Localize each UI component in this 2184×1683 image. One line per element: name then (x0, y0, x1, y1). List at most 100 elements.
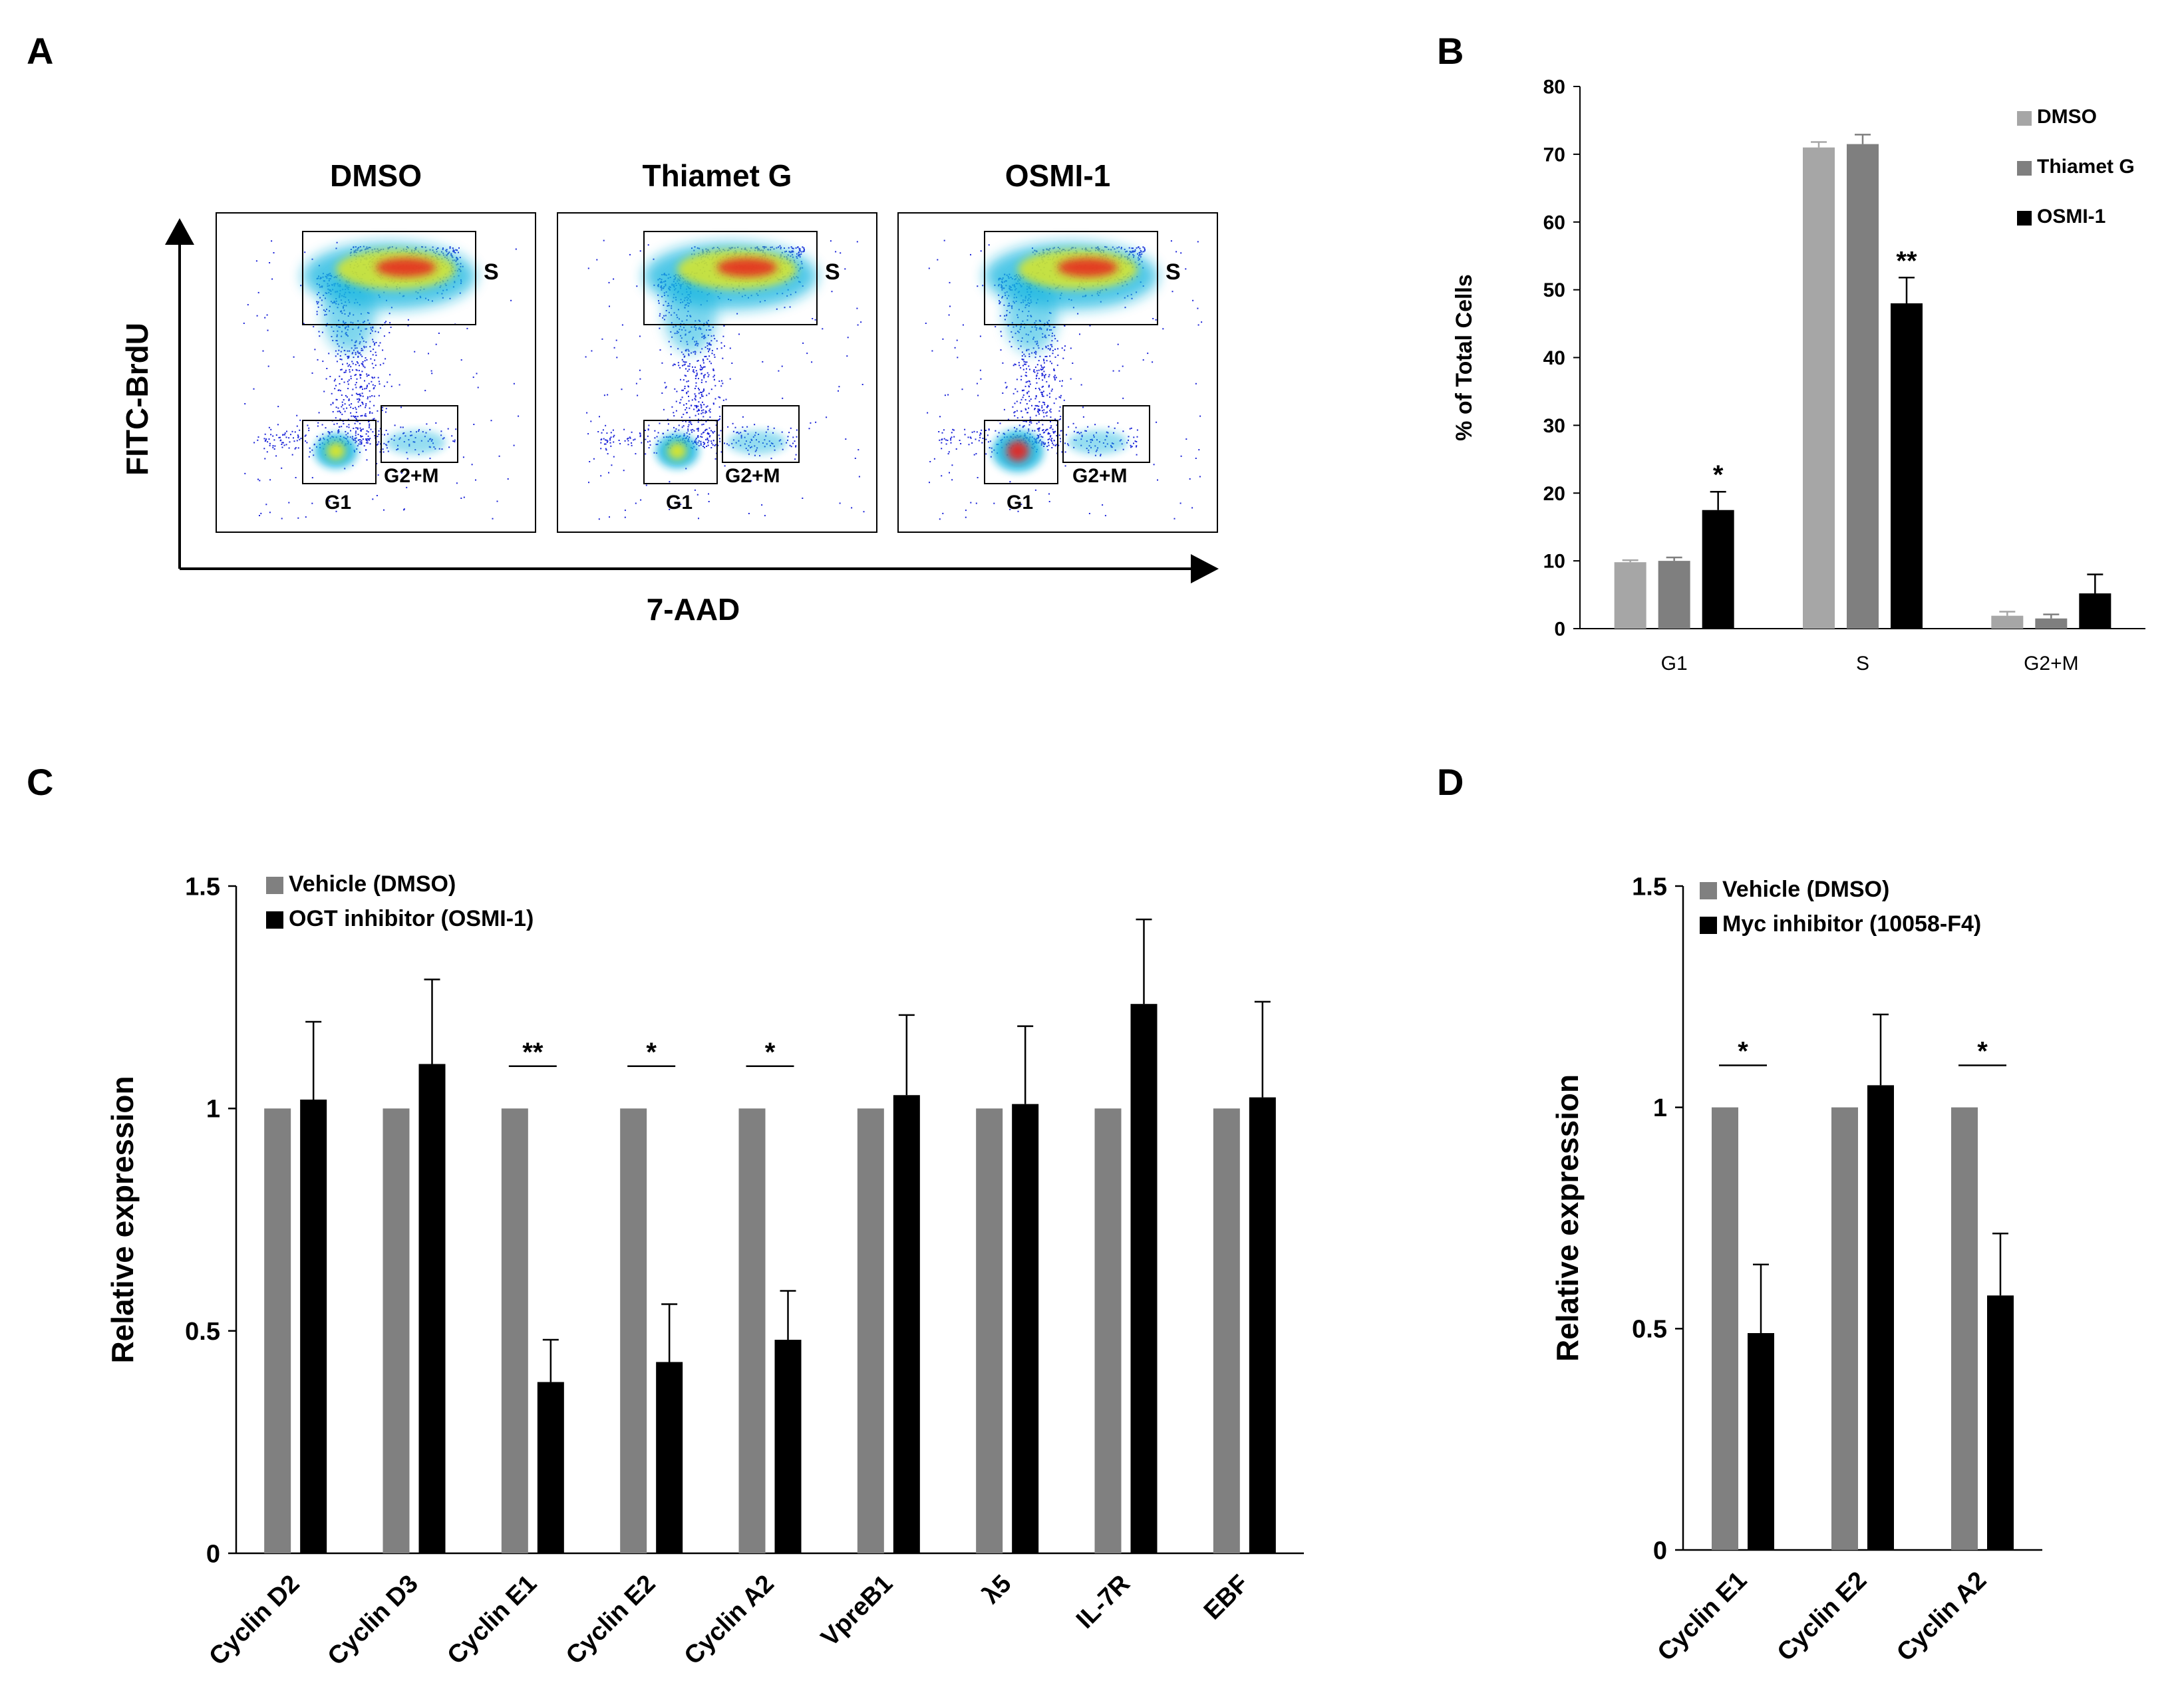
density-dot (1058, 418, 1060, 420)
density-dot (453, 250, 455, 251)
density-dot (973, 430, 975, 432)
density-dot (954, 347, 956, 349)
density-dot (979, 335, 981, 337)
density-dot (313, 454, 315, 456)
density-dot (435, 343, 437, 345)
density-dot (708, 436, 710, 438)
density-dot (702, 416, 704, 418)
density-dot (681, 359, 683, 361)
density-dot (1036, 405, 1038, 407)
density-dot (349, 364, 351, 366)
category-label: Cyclin D3 (323, 1570, 424, 1671)
density-dot (266, 314, 268, 316)
density-dot (597, 431, 599, 432)
density-dot (360, 430, 362, 431)
density-dot (372, 498, 374, 500)
legend-swatch (2017, 211, 2032, 226)
density-dot (687, 390, 689, 392)
density-dot (670, 346, 672, 348)
density-dot (361, 436, 363, 437)
density-dot (1152, 318, 1154, 319)
density-dot (702, 367, 704, 369)
density-dot (338, 349, 340, 351)
density-dot (792, 247, 793, 249)
density-dot (1028, 365, 1030, 367)
density-dot (375, 342, 377, 343)
density-dot (681, 426, 683, 428)
density-dot (689, 416, 691, 418)
density-dot (607, 394, 609, 396)
density-dot (1026, 403, 1028, 404)
density-blob (1058, 258, 1118, 277)
density-dot (436, 247, 438, 249)
density-dot (365, 404, 367, 406)
density-dot (1014, 388, 1016, 390)
density-dot (684, 355, 686, 357)
density-dot (1028, 395, 1030, 397)
density-dot (369, 425, 371, 427)
density-dot (1041, 410, 1043, 412)
y-tick-label: 80 (1543, 76, 1565, 98)
density-dot (727, 426, 729, 428)
density-dot (700, 442, 702, 444)
density-dot (366, 459, 368, 461)
density-dot (347, 418, 349, 420)
density-dot (1025, 381, 1027, 383)
density-dot (708, 493, 709, 495)
density-dot (1011, 346, 1013, 348)
density-dot (257, 291, 259, 293)
y-tick-label: 0 (1554, 619, 1565, 641)
density-dot (346, 407, 348, 409)
density-dot (703, 390, 705, 392)
density-dot (812, 318, 814, 319)
density-dot (791, 251, 793, 253)
density-dot (1018, 424, 1020, 426)
density-dot (1042, 412, 1044, 414)
density-dot (1120, 247, 1122, 249)
density-dot (685, 375, 687, 377)
density-dot (1036, 422, 1038, 424)
density-dot (704, 366, 706, 368)
density-dot (1026, 392, 1028, 394)
density-dot (1025, 371, 1027, 373)
density-dot (373, 341, 375, 343)
density-dot (1064, 465, 1066, 467)
density-dot (355, 382, 357, 384)
density-dot (1042, 436, 1044, 438)
density-dot (1032, 430, 1033, 432)
density-dot (1199, 415, 1201, 417)
density-dot (678, 424, 680, 426)
density-dot (367, 396, 369, 398)
density-dot (669, 481, 671, 483)
density-dot (1014, 364, 1016, 366)
density-dot (1022, 394, 1024, 396)
density-dot (364, 360, 366, 362)
density-dot (345, 430, 347, 432)
density-dot (858, 449, 859, 451)
density-dot (329, 433, 331, 435)
density-dot (1038, 401, 1040, 403)
density-dot (1036, 375, 1038, 377)
density-dot (706, 446, 708, 447)
density-dot (366, 359, 368, 361)
density-dot (256, 315, 258, 317)
density-dot (1070, 378, 1072, 380)
density-dot (1028, 390, 1030, 392)
density-dot (598, 518, 600, 520)
density-dot (268, 426, 270, 428)
density-dot (498, 455, 500, 457)
density-dot (281, 467, 283, 469)
density-dot (1014, 415, 1016, 417)
density-dot (1122, 365, 1124, 367)
density-dot (770, 458, 772, 460)
density-dot (663, 315, 665, 317)
density-dot (365, 438, 367, 440)
density-dot (713, 335, 715, 337)
y-tick-label: 1 (206, 1096, 220, 1124)
density-dot (708, 410, 710, 412)
density-dot (352, 352, 354, 354)
bar (738, 1108, 766, 1553)
density-dot (708, 361, 710, 363)
density-dot (362, 395, 364, 397)
density-dot (285, 436, 287, 438)
